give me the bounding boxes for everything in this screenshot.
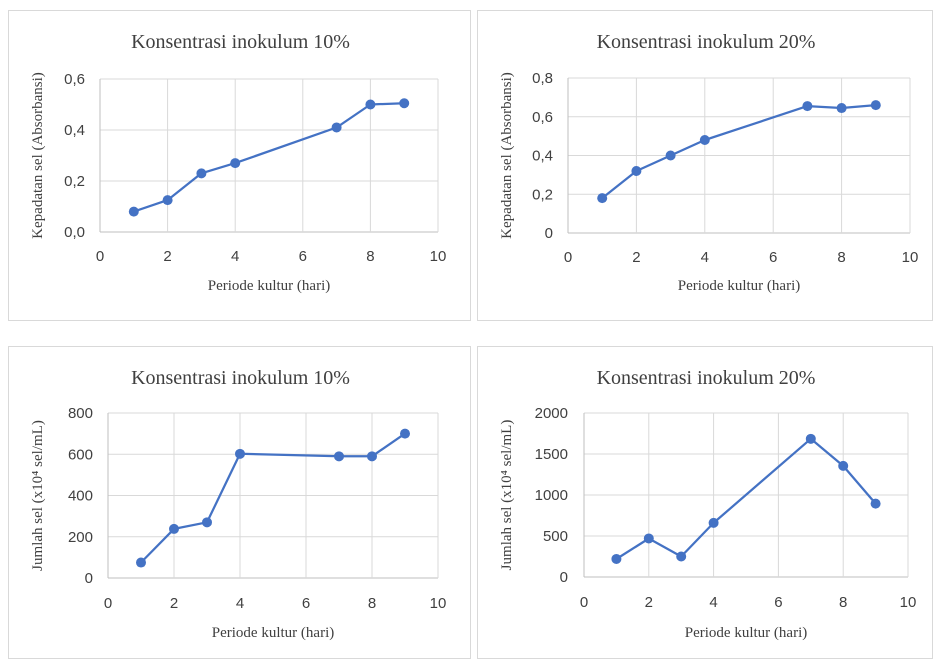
x-tick-label: 2	[163, 248, 171, 265]
x-tick-label: 0	[96, 248, 104, 265]
y-tick-label: 0,6	[532, 109, 553, 126]
series-line	[601, 103, 876, 199]
y-tick-label: 0,2	[532, 186, 553, 203]
y-axis-label: Kepadatan sel (Absorbansi)	[30, 72, 46, 239]
x-tick-label: 10	[900, 594, 917, 611]
x-tick-label: 10	[902, 249, 919, 266]
data-point	[665, 150, 676, 161]
chart-panel-cellcount-20: Konsentrasi inokulum 20% 0 500 1000 1500 2000…	[477, 346, 933, 659]
y-tick-label: 0,8	[532, 70, 553, 87]
data-point	[128, 206, 139, 217]
x-tick-label: 4	[236, 595, 244, 612]
x-tick-label: 2	[632, 249, 640, 266]
x-axis-label: Periode kultur (hari)	[212, 625, 334, 641]
chart-title: Konsentrasi inokulum 20%	[597, 31, 816, 53]
x-axis-label: Periode kultur (hari)	[678, 278, 800, 294]
data-point	[805, 433, 816, 444]
chart-absorbance-10: Konsentrasi inokulum 10% 0,0 0,2 0,4 0,6 0 2 4 6…	[30, 31, 447, 294]
data-point	[162, 195, 173, 206]
x-axis-label: Periode kultur (hari)	[685, 625, 807, 641]
data-point	[708, 517, 719, 528]
data-point	[399, 98, 410, 109]
series-line	[615, 437, 877, 560]
y-tick-label: 2000	[535, 405, 568, 422]
x-tick-label: 8	[839, 594, 847, 611]
data-point	[643, 533, 654, 544]
x-tick-label: 8	[368, 595, 376, 612]
data-point	[367, 451, 377, 462]
series-line	[133, 102, 405, 213]
data-point	[196, 168, 207, 179]
chart-panel-absorbance-20: Konsentrasi inokulum 20% 0 0,2 0,4 0,6 0,8 0 2 4…	[477, 10, 933, 321]
data-point	[365, 99, 376, 110]
data-point	[597, 193, 608, 204]
data-point	[400, 428, 410, 439]
x-tick-label: 6	[769, 249, 777, 266]
x-tick-label: 2	[170, 595, 178, 612]
data-point	[169, 523, 179, 534]
chart-cellcount-10: Konsentrasi inokulum 10% 0 200 400 600 800 0 2 4…	[30, 367, 447, 641]
y-tick-label: 200	[68, 529, 93, 546]
series-line	[140, 432, 406, 564]
y-tick-label: 0,0	[64, 224, 85, 241]
data-point	[611, 553, 622, 564]
data-point	[202, 517, 212, 528]
chart-panel-cellcount-10: Konsentrasi inokulum 10% 0 200 400 600 800 0 2 4…	[8, 346, 471, 659]
x-tick-label: 4	[701, 249, 709, 266]
x-tick-label: 10	[430, 248, 447, 265]
y-tick-label: 500	[543, 528, 568, 545]
y-tick-label: 800	[68, 405, 93, 422]
x-tick-label: 6	[299, 248, 307, 265]
data-point	[631, 166, 642, 176]
data-point	[699, 135, 710, 145]
x-tick-label: 0	[580, 594, 588, 611]
data-point	[676, 551, 687, 562]
y-tick-label: 0,2	[64, 173, 85, 190]
data-point	[230, 158, 241, 169]
y-tick-label: 0,4	[64, 122, 85, 139]
data-point	[802, 101, 813, 112]
y-tick-label: 0,4	[532, 148, 553, 165]
x-tick-label: 2	[645, 594, 653, 611]
y-tick-label: 0	[85, 570, 93, 587]
x-tick-label: 0	[564, 249, 572, 266]
x-tick-label: 6	[302, 595, 310, 612]
x-axis-label: Periode kultur (hari)	[208, 278, 330, 294]
data-point	[836, 103, 847, 114]
x-tick-label: 8	[366, 248, 374, 265]
data-point	[838, 460, 849, 471]
data-point	[235, 448, 245, 459]
x-tick-label: 8	[837, 249, 845, 266]
x-tick-label: 4	[709, 594, 717, 611]
y-axis-label: Kepadatan sel (Absorbansi)	[499, 72, 515, 239]
x-tick-label: 6	[774, 594, 782, 611]
x-tick-label: 4	[231, 248, 239, 265]
chart-cellcount-20: Konsentrasi inokulum 20% 0 500 1000 1500 2000…	[499, 367, 917, 641]
y-axis-label: Jumlah sel (x10⁴ sel/mL)	[499, 420, 515, 571]
data-point	[136, 557, 146, 568]
data-point	[870, 100, 881, 111]
data-point	[331, 122, 342, 133]
y-tick-label: 1500	[535, 446, 568, 463]
y-tick-label: 1000	[535, 487, 568, 504]
data-point	[334, 451, 344, 462]
y-tick-label: 0	[545, 225, 553, 242]
data-point	[870, 498, 881, 509]
y-tick-label: 400	[68, 488, 93, 505]
y-tick-label: 0	[560, 569, 568, 586]
y-tick-label: 600	[68, 446, 93, 463]
x-tick-label: 10	[430, 595, 447, 612]
chart-absorbance-20: Konsentrasi inokulum 20% 0 0,2 0,4 0,6 0,8 0 2 4…	[499, 31, 919, 294]
chart-title: Konsentrasi inokulum 20%	[597, 367, 816, 389]
chart-panel-absorbance-10: Konsentrasi inokulum 10% 0,0 0,2 0,4 0,6 0 2 4 6…	[8, 10, 471, 321]
chart-title: Konsentrasi inokulum 10%	[131, 367, 350, 389]
chart-title: Konsentrasi inokulum 10%	[131, 31, 350, 53]
y-tick-label: 0,6	[64, 71, 85, 88]
y-axis-label: Jumlah sel (x10⁴ sel/mL)	[30, 420, 46, 571]
x-tick-label: 0	[104, 595, 112, 612]
